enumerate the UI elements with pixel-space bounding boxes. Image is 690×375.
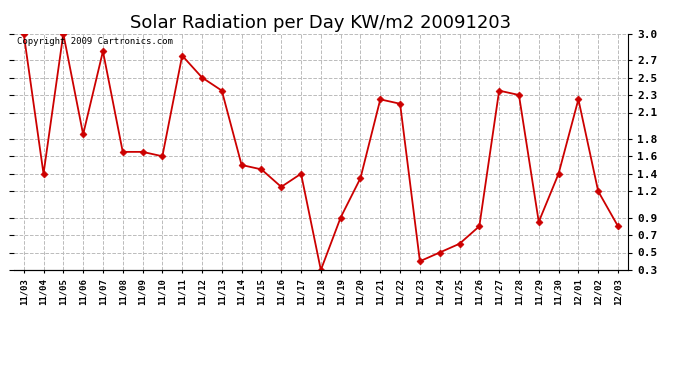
Title: Solar Radiation per Day KW/m2 20091203: Solar Radiation per Day KW/m2 20091203 — [130, 14, 511, 32]
Text: Copyright 2009 Cartronics.com: Copyright 2009 Cartronics.com — [17, 37, 172, 46]
